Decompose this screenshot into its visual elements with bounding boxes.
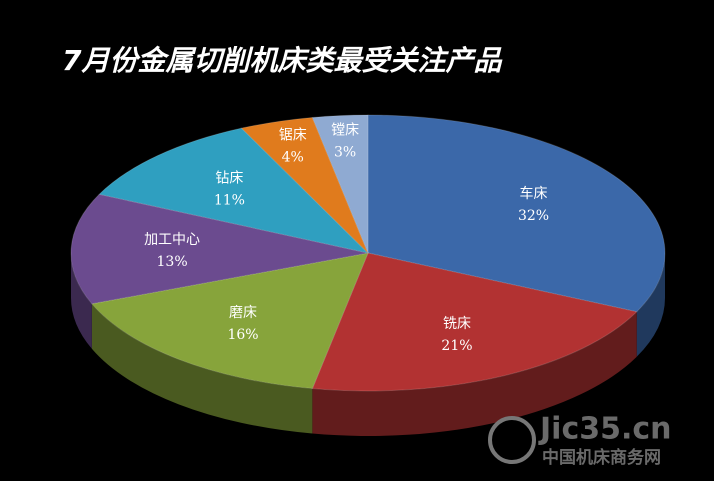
slice-side — [636, 253, 665, 357]
slice — [240, 116, 369, 254]
watermark-text: Jic35.cn — [538, 412, 672, 447]
slice — [98, 127, 370, 254]
pie-sides — [71, 253, 665, 436]
slice-label: 镗床 — [331, 122, 359, 138]
value-label: 4% — [282, 149, 304, 165]
slice — [70, 193, 369, 305]
slice-label: 钻床 — [215, 171, 243, 187]
watermark-subtitle: 中国机床商务网 — [542, 447, 661, 468]
slice-side — [312, 311, 637, 436]
value-label: 3% — [334, 144, 356, 160]
slice-label: 锯床 — [279, 127, 307, 143]
chart-title: 7月份金属切削机床类最受关注产品 — [62, 44, 503, 77]
pie: 车床 32% 铣床 21% 磨床 16% 加工中心 13% 钻床 11% 锯床 4% 镗床 3% — [70, 114, 666, 436]
slice-label: 加工中心 — [144, 232, 200, 248]
value-label: 16% — [227, 327, 258, 343]
watermark-logo — [488, 416, 536, 464]
pie-tops — [70, 114, 666, 392]
value-label: 32% — [518, 208, 549, 224]
slice — [311, 252, 638, 392]
slice-label: 车床 — [520, 185, 548, 202]
value-label: 21% — [441, 338, 472, 354]
value-label: 11% — [214, 193, 245, 209]
slice — [367, 114, 666, 313]
labels: 车床 32% 铣床 21% 磨床 16% 加工中心 13% 钻床 11% 锯床 4% 镗床 3% — [144, 122, 549, 354]
value-label: 13% — [157, 254, 188, 270]
slice — [311, 114, 369, 254]
slice-side — [71, 253, 92, 349]
slice — [90, 252, 369, 390]
slice-label: 磨床 — [229, 305, 257, 321]
slice-side — [91, 303, 313, 434]
slice-label: 铣床 — [443, 316, 471, 332]
